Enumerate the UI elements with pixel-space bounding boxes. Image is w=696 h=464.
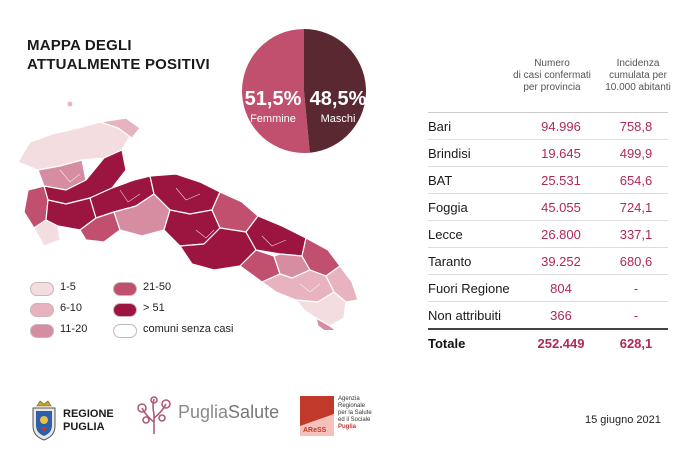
province-table: Bari 94.996 758,8 Brindisi 19.645 499,9 … (428, 112, 668, 358)
aress-line: per la Salute (338, 410, 372, 416)
table-row: Bari 94.996 758,8 (428, 112, 668, 139)
incidence-value: 337,1 (619, 227, 653, 242)
cases-value: 19.645 (541, 146, 581, 161)
aress-text: Agenzia Regionale per la Salute ed il So… (338, 396, 372, 431)
legend-label: > 51 (143, 302, 165, 314)
pie-label-maschi: 48,5% Maschi (308, 88, 368, 125)
salute-word: Salute (228, 402, 280, 422)
header-cases: Numero di casi confermati per provincia (504, 58, 600, 94)
legend-swatch (30, 282, 54, 296)
aress-logo-icon: AReSS (300, 396, 334, 436)
province-name: Non attribuiti (428, 308, 501, 323)
province-name: Taranto (428, 254, 472, 269)
cases-value: 25.531 (541, 173, 581, 188)
header-cases-line: di casi confermati (513, 70, 591, 81)
aress-line: ed il Sociale (338, 417, 371, 423)
header-cases-line: Numero (534, 58, 570, 69)
table-row: Non attribuiti 366 - (428, 301, 668, 328)
header-incidence-line: Incidenza (616, 58, 660, 69)
legend-label: 1-5 (60, 281, 76, 293)
cases-value: 94.996 (541, 119, 581, 134)
legend-swatch (113, 324, 137, 338)
incidence-value: - (633, 308, 639, 323)
incidence-value: 680,6 (619, 254, 653, 269)
aress-line: Puglia (338, 424, 357, 430)
total-label: Totale (428, 336, 466, 351)
table-total-row: Totale 252.449 628,1 (428, 328, 668, 358)
title-line-1: MAPPA DEGLI (27, 37, 132, 54)
table-row: Foggia 45.055 724,1 (428, 193, 668, 220)
map-title: MAPPA DEGLI ATTUALMENTE POSITIVI (27, 36, 210, 74)
report-date: 15 giugno 2021 (585, 414, 661, 426)
maschi-percent: 48,5% (309, 88, 367, 110)
map-area-foggia-south (33, 219, 61, 247)
province-name: Fuori Regione (428, 281, 510, 296)
aress-mark: AReSS (303, 427, 327, 434)
puglia-map (17, 100, 359, 330)
incidence-value: 724,1 (619, 200, 653, 215)
header-incidence-line: 10.000 abitanti (605, 82, 671, 93)
legend-swatch (113, 303, 137, 317)
pie-slice-femmine (241, 29, 310, 153)
total-cases: 252.449 (537, 336, 585, 351)
legend-label: comuni senza casi (143, 323, 234, 335)
legend-label: 21-50 (143, 281, 172, 293)
map-area-salento (295, 291, 347, 327)
province-name: Bari (428, 119, 452, 134)
incidence-value: - (633, 281, 639, 296)
regione-puglia-crest-icon (32, 400, 56, 441)
province-name: Foggia (428, 200, 468, 215)
cases-value: 26.800 (541, 227, 581, 242)
puglia-salute-tree-icon (137, 396, 171, 434)
cases-value: 45.055 (541, 200, 581, 215)
legend-label: 6-10 (60, 302, 83, 314)
title-line-2: ATTUALMENTE POSITIVI (27, 56, 210, 73)
aress-line: Regionale (338, 403, 366, 409)
puglia-word: Puglia (178, 402, 229, 422)
legend-swatch (30, 324, 54, 338)
cases-value: 366 (550, 308, 572, 323)
province-name: Brindisi (428, 146, 471, 161)
table-row: Taranto 39.252 680,6 (428, 247, 668, 274)
map-area-salento-east (325, 265, 359, 303)
pie-slice-maschi (304, 29, 366, 153)
pie-label-femmine: 51,5% Femmine (243, 88, 303, 125)
cases-value: 804 (550, 281, 572, 296)
legend-swatch (113, 282, 137, 296)
regione-text: REGIONE (63, 408, 114, 420)
legend-label: 11-20 (60, 323, 88, 335)
legend-swatch (30, 303, 54, 317)
puglia-text: PUGLIA (63, 421, 105, 433)
map-area-capo-leuca (315, 317, 337, 330)
province-name: BAT (428, 173, 453, 188)
regione-puglia-logo: REGIONE PUGLIA (63, 408, 114, 434)
incidence-value: 758,8 (619, 119, 653, 134)
total-incidence: 628,1 (619, 336, 653, 351)
province-name: Lecce (428, 227, 463, 242)
incidence-value: 654,6 (619, 173, 653, 188)
header-incidence-line: cumulata per (609, 70, 667, 81)
map-area-tremiti (66, 100, 74, 108)
femmine-label: Femmine (250, 113, 296, 125)
femmine-percent: 51,5% (244, 88, 302, 110)
header-incidence: Incidenza cumulata per 10.000 abitanti (596, 58, 680, 94)
table-row: BAT 25.531 654,6 (428, 166, 668, 193)
gender-pie-chart (241, 29, 366, 153)
maschi-label: Maschi (320, 113, 356, 125)
map-area-gargano-east (99, 117, 141, 139)
header-cases-line: per provincia (523, 82, 581, 93)
puglia-salute-logo: PugliaSalute (178, 402, 279, 423)
table-row: Fuori Regione 804 - (428, 274, 668, 301)
table-row: Brindisi 19.645 499,9 (428, 139, 668, 166)
aress-line: Agenzia (338, 396, 360, 402)
cases-value: 39.252 (541, 254, 581, 269)
table-row: Lecce 26.800 337,1 (428, 220, 668, 247)
incidence-value: 499,9 (619, 146, 653, 161)
